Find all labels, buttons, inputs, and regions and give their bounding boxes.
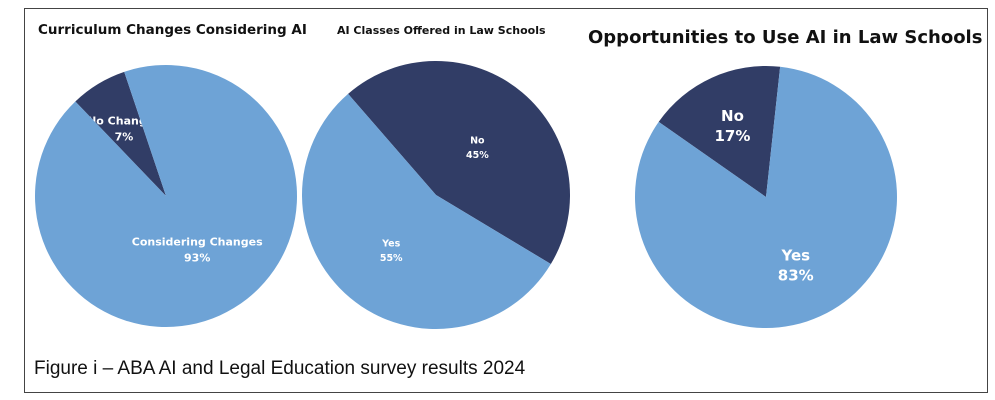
pie-slice-no-changes	[75, 71, 166, 196]
figure-caption: Figure i – ABA AI and Legal Education su…	[34, 358, 526, 379]
slice-value-label: 83%	[778, 267, 814, 285]
slice-label: Yes	[780, 247, 810, 265]
chart-title-curriculum-changes: Curriculum Changes Considering AI	[38, 22, 307, 38]
pie-slice-yes	[634, 66, 897, 328]
slice-value-label: 7%	[115, 131, 134, 144]
slice-label: Yes	[381, 238, 400, 249]
slice-value-label: 17%	[714, 127, 750, 145]
pie-slice-yes	[301, 93, 551, 330]
pie-chart-2: No 45% Yes 55%	[301, 61, 570, 330]
pie-slice-no	[348, 61, 570, 265]
slice-label: Considering Changes	[132, 236, 263, 249]
slice-value-label: 45%	[466, 150, 489, 161]
pie-slice-no	[658, 66, 781, 197]
slice-value-label: 93%	[184, 252, 210, 265]
chart-title-ai-classes: AI Classes Offered in Law Schools	[337, 24, 546, 37]
slice-value-label: 55%	[380, 253, 403, 264]
slice-label: No	[721, 107, 744, 125]
pie-chart-3: No 17% Yes 83%	[634, 66, 897, 328]
pie-slice-considering-changes	[35, 65, 298, 327]
chart-title-opportunities: Opportunities to Use AI in Law Schools	[588, 27, 983, 48]
slice-label: No	[470, 136, 485, 147]
